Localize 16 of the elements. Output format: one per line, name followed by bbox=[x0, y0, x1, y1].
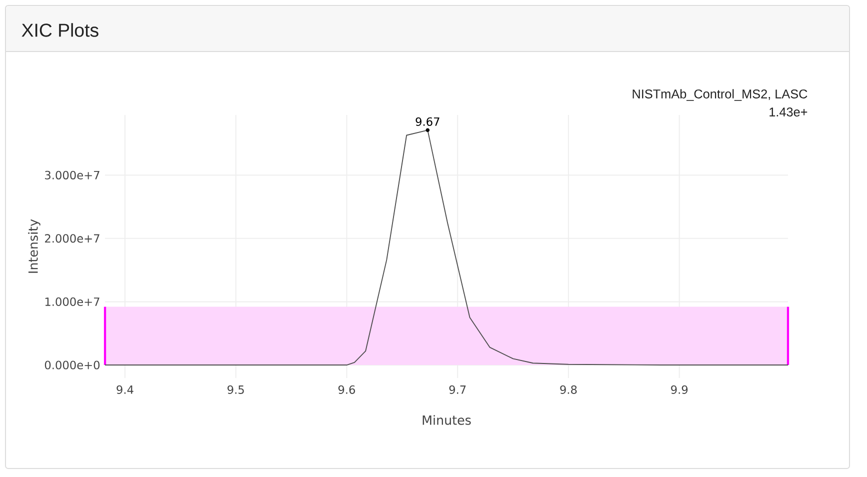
annotation: 1.43e+ bbox=[770, 108, 808, 116]
text: NISTmAb_Control_MS2, LASC bbox=[632, 89, 808, 101]
x-tick-label: 9.8 bbox=[560, 385, 577, 394]
x-tick-label: 9.4 bbox=[116, 385, 134, 394]
y-tick-label: 2.000e+7 bbox=[45, 234, 100, 243]
y-tick-label: 3.000e+7 bbox=[45, 170, 100, 180]
x-tick-label: 9.7 bbox=[449, 385, 466, 394]
x-tick-label: 9.6 bbox=[338, 385, 356, 394]
x-tick-label: 9.5 bbox=[228, 385, 244, 394]
y-tick-label: 0.000e+0 bbox=[44, 360, 100, 370]
y-axis-title: Intensity bbox=[28, 219, 40, 273]
x-axis-title: Minutes bbox=[422, 415, 471, 425]
y-tick-label: 1.000e+7 bbox=[45, 297, 100, 306]
annotation: 9.67 bbox=[416, 117, 440, 126]
x-tick-label: 9.9 bbox=[671, 385, 688, 394]
chart-title: XIC Plots bbox=[22, 23, 98, 37]
